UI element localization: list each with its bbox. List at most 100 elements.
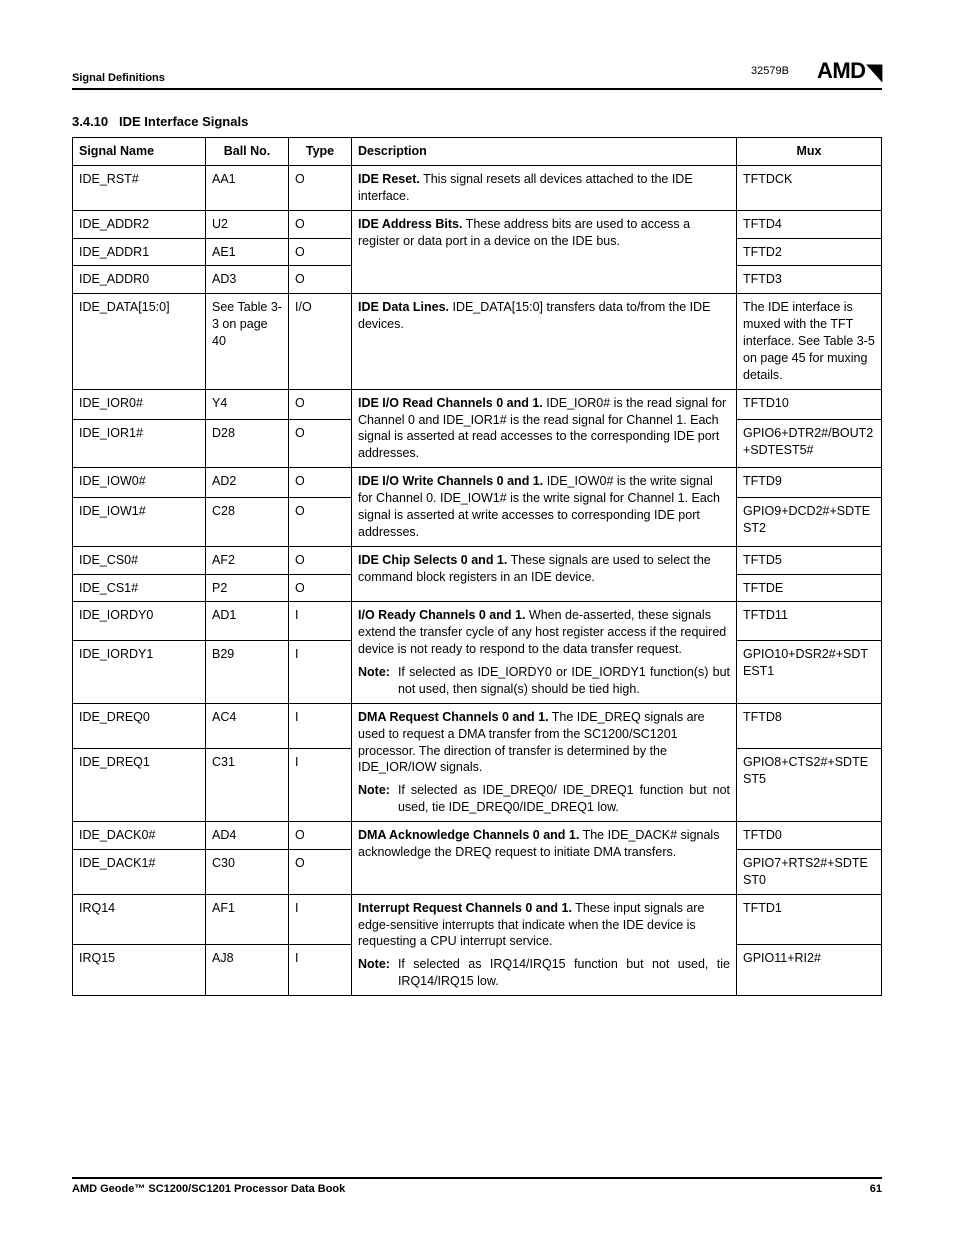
amd-logo: AMD◥	[817, 58, 882, 84]
note-label: Note:	[358, 782, 390, 816]
cell-mux: TFTD9	[737, 468, 882, 498]
cell-mux: TFTD8	[737, 703, 882, 748]
table-row: IDE_DREQ0 AC4 I DMA Request Channels 0 a…	[73, 703, 882, 748]
header-doc-code: 32579B	[751, 65, 789, 77]
cell-signal: IDE_ADDR0	[73, 266, 206, 294]
cell-type: O	[289, 468, 352, 498]
cell-type: O	[289, 546, 352, 574]
cell-type: I	[289, 602, 352, 641]
cell-description: IDE Data Lines. IDE_DATA[15:0] transfers…	[352, 294, 737, 389]
cell-type: I	[289, 894, 352, 945]
cell-signal: IDE_DATA[15:0]	[73, 294, 206, 389]
cell-type: O	[289, 389, 352, 419]
note-text: If selected as IDE_DREQ0/ IDE_DREQ1 func…	[398, 782, 730, 816]
table-row: IDE_ADDR2 U2 O IDE Address Bits. These a…	[73, 210, 882, 238]
cell-ball: AC4	[206, 703, 289, 748]
cell-type: I	[289, 749, 352, 822]
cell-description: Interrupt Request Channels 0 and 1. Thes…	[352, 894, 737, 995]
footer-page-number: 61	[870, 1183, 882, 1195]
cell-type: I	[289, 703, 352, 748]
cell-type: O	[289, 210, 352, 238]
cell-mux: TFTD3	[737, 266, 882, 294]
header-right-group: 32579B AMD◥	[751, 58, 882, 84]
cell-mux: TFTDE	[737, 574, 882, 602]
cell-signal: IDE_IORDY1	[73, 641, 206, 703]
cell-signal: IDE_ADDR1	[73, 238, 206, 266]
cell-signal: IDE_ADDR2	[73, 210, 206, 238]
cell-ball: C31	[206, 749, 289, 822]
cell-signal: IDE_CS1#	[73, 574, 206, 602]
header-section-title: Signal Definitions	[72, 72, 165, 84]
section-number: 3.4.10	[72, 114, 108, 129]
cell-type: O	[289, 419, 352, 467]
cell-ball: P2	[206, 574, 289, 602]
cell-ball: AD3	[206, 266, 289, 294]
cell-mux: GPIO9+DCD2#+SDTEST2	[737, 498, 882, 546]
cell-mux: TFTD2	[737, 238, 882, 266]
cell-mux: TFTDCK	[737, 165, 882, 210]
cell-mux: The IDE interface is muxed with the TFT …	[737, 294, 882, 389]
cell-ball: D28	[206, 419, 289, 467]
cell-ball: AD4	[206, 822, 289, 850]
note-text: If selected as IDE_IORDY0 or IDE_IORDY1 …	[398, 664, 730, 698]
cell-type: O	[289, 849, 352, 894]
section-heading: 3.4.10 IDE Interface Signals	[72, 114, 882, 129]
page: Signal Definitions 32579B AMD◥ 3.4.10 ID…	[0, 0, 954, 1235]
cell-description: DMA Request Channels 0 and 1. The IDE_DR…	[352, 703, 737, 821]
cell-mux: GPIO10+DSR2#+SDTEST1	[737, 641, 882, 703]
cell-signal: IDE_IOW0#	[73, 468, 206, 498]
cell-ball: AD2	[206, 468, 289, 498]
cell-type: I	[289, 945, 352, 996]
page-header: Signal Definitions 32579B AMD◥	[72, 58, 882, 90]
cell-mux: GPIO11+RI2#	[737, 945, 882, 996]
table-row: IRQ14 AF1 I Interrupt Request Channels 0…	[73, 894, 882, 945]
col-header-type: Type	[289, 138, 352, 166]
cell-mux: TFTD4	[737, 210, 882, 238]
note-label: Note:	[358, 664, 390, 698]
cell-description: IDE I/O Write Channels 0 and 1. IDE_IOW0…	[352, 468, 737, 547]
table-row: IDE_DATA[15:0] See Table 3-3 on page 40 …	[73, 294, 882, 389]
table-row: IDE_RST# AA1 O IDE Reset. This signal re…	[73, 165, 882, 210]
cell-type: I/O	[289, 294, 352, 389]
table-row: IDE_DACK0# AD4 O DMA Acknowledge Channel…	[73, 822, 882, 850]
cell-signal: IRQ15	[73, 945, 206, 996]
cell-signal: IDE_IORDY0	[73, 602, 206, 641]
col-header-mux: Mux	[737, 138, 882, 166]
cell-description: I/O Ready Channels 0 and 1. When de-asse…	[352, 602, 737, 703]
cell-mux: TFTD10	[737, 389, 882, 419]
col-header-ball: Ball No.	[206, 138, 289, 166]
cell-type: O	[289, 574, 352, 602]
cell-signal: IDE_DREQ0	[73, 703, 206, 748]
cell-description: IDE Reset. This signal resets all device…	[352, 165, 737, 210]
cell-ball: U2	[206, 210, 289, 238]
cell-ball: AA1	[206, 165, 289, 210]
cell-signal: IDE_CS0#	[73, 546, 206, 574]
cell-signal: IDE_IOR0#	[73, 389, 206, 419]
cell-signal: IDE_DREQ1	[73, 749, 206, 822]
cell-signal: IRQ14	[73, 894, 206, 945]
cell-ball: AE1	[206, 238, 289, 266]
note-text: If selected as IRQ14/IRQ15 function but …	[398, 956, 730, 990]
cell-type: O	[289, 238, 352, 266]
cell-ball: AD1	[206, 602, 289, 641]
cell-type: O	[289, 498, 352, 546]
cell-signal: IDE_DACK0#	[73, 822, 206, 850]
footer-book-title: AMD Geode™ SC1200/SC1201 Processor Data …	[72, 1183, 345, 1195]
cell-description: IDE Chip Selects 0 and 1. These signals …	[352, 546, 737, 602]
cell-description: DMA Acknowledge Channels 0 and 1. The ID…	[352, 822, 737, 895]
cell-mux: GPIO6+DTR2#/BOUT2+SDTEST5#	[737, 419, 882, 467]
table-row: IDE_CS0# AF2 O IDE Chip Selects 0 and 1.…	[73, 546, 882, 574]
cell-ball: See Table 3-3 on page 40	[206, 294, 289, 389]
cell-ball: B29	[206, 641, 289, 703]
page-footer: AMD Geode™ SC1200/SC1201 Processor Data …	[72, 1177, 882, 1195]
cell-description: IDE I/O Read Channels 0 and 1. IDE_IOR0#…	[352, 389, 737, 468]
cell-signal: IDE_IOR1#	[73, 419, 206, 467]
cell-ball: C28	[206, 498, 289, 546]
cell-mux: TFTD5	[737, 546, 882, 574]
table-header-row: Signal Name Ball No. Type Description Mu…	[73, 138, 882, 166]
cell-signal: IDE_DACK1#	[73, 849, 206, 894]
table-row: IDE_IOW0# AD2 O IDE I/O Write Channels 0…	[73, 468, 882, 498]
signals-table: Signal Name Ball No. Type Description Mu…	[72, 137, 882, 996]
note-label: Note:	[358, 956, 390, 990]
cell-ball: AF1	[206, 894, 289, 945]
